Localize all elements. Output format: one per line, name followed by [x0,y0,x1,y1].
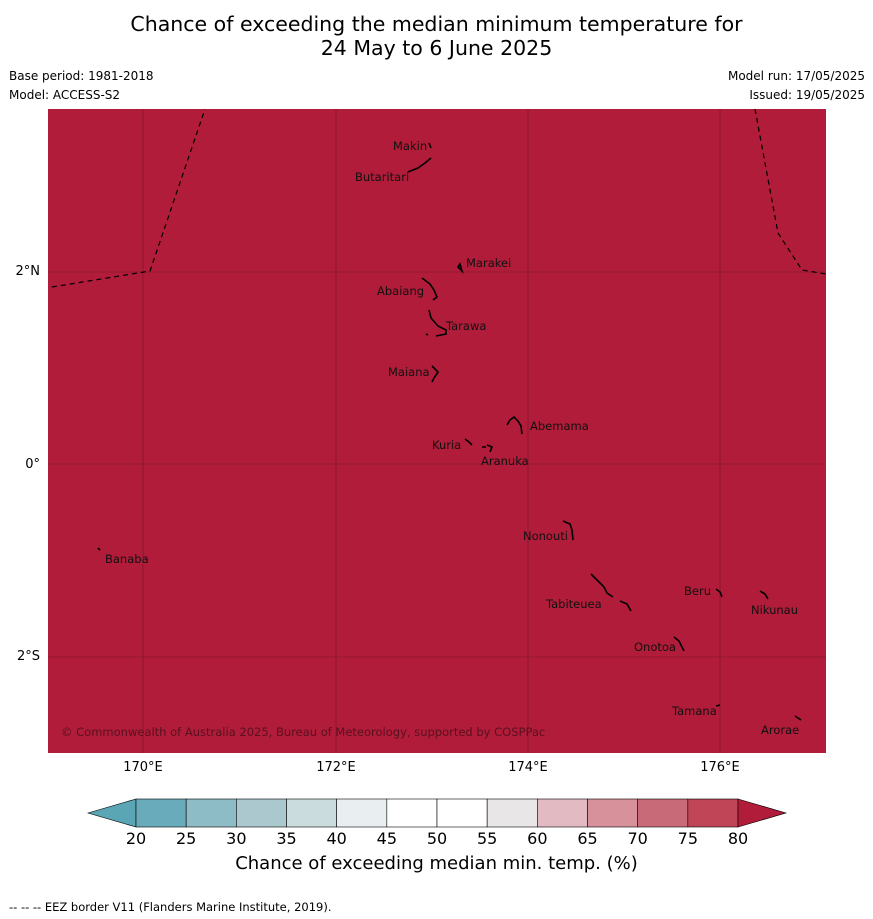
lat-label-2n: 2°N [15,264,41,279]
island-butaritari [407,157,432,173]
colorbar-tick-label: 20 [125,829,147,848]
lon-label-172e: 172°E [316,760,356,775]
island-labels: Makin Butaritari Marakei Abaiang Tarawa … [105,139,800,738]
island-arorae [794,715,802,721]
eez-borders [51,108,827,288]
colorbar-tick-label: 50 [426,829,448,848]
island-makin [428,142,432,149]
colorbar-tick-label: 60 [527,829,548,848]
model-name: Model: ACCESS-S2 [9,88,121,102]
colorbar-bin [185,798,237,828]
colorbar-tick-label: 70 [627,829,648,848]
base-period: Base period: 1981-2018 [9,69,154,83]
colorbar-tick-label: 80 [727,829,749,848]
eez-border-east [754,108,827,275]
colorbar-title: Chance of exceeding median min. temp. (%… [235,853,638,874]
island-banaba [97,547,101,551]
colorbar-bin [436,798,488,828]
colorbar-bin [687,798,739,828]
label-kuria: Kuria [432,438,461,452]
island-marakei [456,262,464,274]
colorbar-bins [135,798,739,828]
title-line-2: 24 May to 6 June 2025 [320,36,553,60]
colorbar-tick-label: 55 [476,829,498,848]
label-marakei: Marakei [466,256,511,270]
colorbar-bin [236,798,287,828]
colorbar-bin [386,798,438,828]
island-outlines [97,142,802,721]
label-nonouti: Nonouti [523,529,568,543]
lon-label-170e: 170°E [123,760,163,775]
colorbar-bin [637,798,689,828]
island-onotoa [673,636,685,652]
meta-left: Base period: 1981-2018 Model: ACCESS-S2 [9,67,154,105]
colorbar-tick-label: 35 [276,829,297,848]
footer-eez-note: -- -- -- EEZ border V11 (Flanders Marine… [9,900,332,914]
island-beru [715,588,723,598]
island-abemama [506,415,523,435]
model-run: Model run: 17/05/2025 [727,69,865,83]
lon-label-176e: 176°E [700,760,740,775]
colorbar-over-arrow [737,798,788,828]
chart-title: Chance of exceeding the median minimum t… [0,12,873,60]
island-tamana [715,704,721,707]
island-aranuka [482,444,494,453]
label-abemama: Abemama [530,419,589,433]
label-butaritari: Butaritari [355,170,409,184]
label-nikunau: Nikunau [751,603,798,617]
label-tamana: Tamana [671,704,717,718]
label-abaiang: Abaiang [377,284,424,298]
colorbar-bin [537,798,588,828]
eez-border-west [51,108,206,288]
colorbar-bin [286,798,337,828]
colorbar-tick-label: 75 [677,829,698,848]
label-beru: Beru [684,584,711,598]
island-tarawa [425,309,447,337]
colorbar-tick-label: 40 [326,829,347,848]
colorbar-tick-label: 65 [577,829,598,848]
title-line-1: Chance of exceeding the median minimum t… [130,12,743,36]
label-aranuka: Aranuka [481,454,529,468]
label-makin: Makin [393,139,427,153]
lat-label-2s: 2°S [16,649,40,664]
label-maiana: Maiana [388,365,430,379]
label-onotoa: Onotoa [634,640,676,654]
colorbar-bin [135,798,187,828]
map-area [48,109,826,753]
island-nonouti [562,520,574,541]
graticule [48,109,826,753]
lon-label-174e: 174°E [508,760,548,775]
colorbar-tick-label: 30 [226,829,247,848]
colorbar-tick-label: 45 [376,829,397,848]
label-arorae: Arorae [761,723,799,737]
colorbar-bin [486,798,538,828]
island-abaiang [421,277,438,301]
colorbar-bin [336,798,388,828]
colorbar-tick-label: 25 [175,829,197,848]
lat-label-0: 0° [25,457,40,472]
label-banaba: Banaba [105,552,149,566]
copyright-text: © Commonwealth of Australia 2025, Bureau… [61,725,545,739]
label-tabiteuea: Tabiteuea [545,597,602,611]
issued-date: Issued: 19/05/2025 [749,88,865,102]
colorbar-under-arrow [86,798,137,828]
colorbar-bin [587,798,638,828]
meta-right: Model run: 17/05/2025 Issued: 19/05/2025 [728,67,865,105]
island-nikunau [759,590,769,600]
island-maiana [431,365,440,383]
label-tarawa: Tarawa [445,319,486,333]
island-kuria [464,438,473,446]
island-tabiteuea [590,573,632,612]
